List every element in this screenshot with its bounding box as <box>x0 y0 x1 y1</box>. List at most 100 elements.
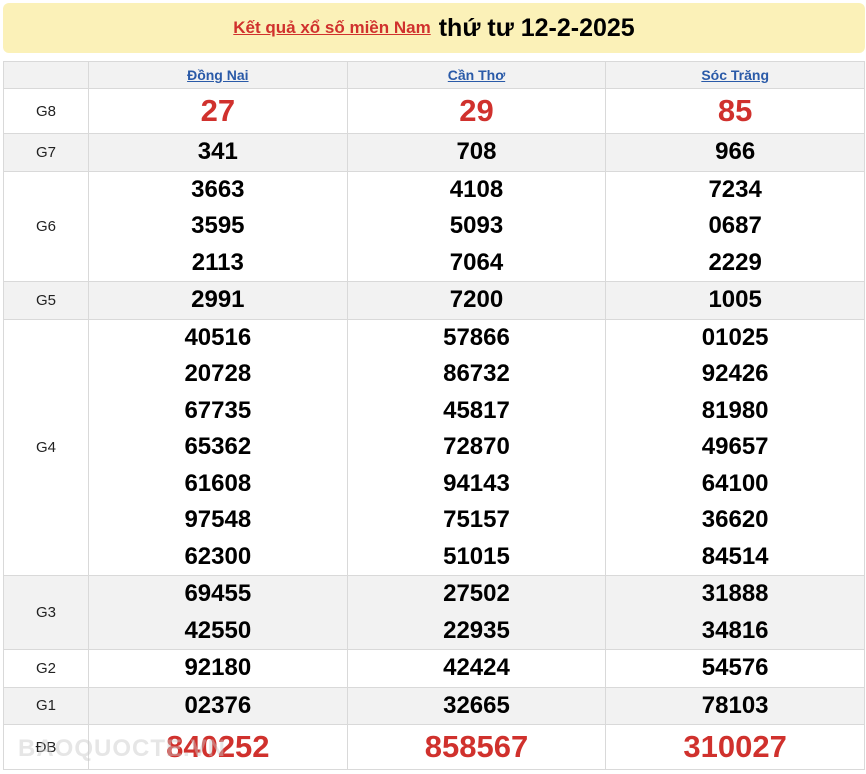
prize-cell: 92180 <box>88 649 348 688</box>
prize-row: G7 341 708 966 <box>3 133 865 172</box>
prize-label: G3 <box>3 575 89 650</box>
prize-number: 840252 <box>166 729 270 764</box>
prize-number: 31888 <box>701 580 769 607</box>
title-bar: Kết quả xổ số miền Nam thứ tư 12-2-2025 <box>3 3 865 53</box>
prize-number: 2991 <box>191 286 245 313</box>
draw-date: thứ tư 12-2-2025 <box>438 13 635 42</box>
prize-row: G4 40516 20728 67735 65362 61608 97548 62300 578… <box>3 318 865 576</box>
prize-cell: 42424 <box>346 649 607 688</box>
prize-number: 42424 <box>443 654 510 681</box>
prize-label: G4 <box>3 318 89 576</box>
prize-cell: 32665 <box>346 686 607 725</box>
prize-number: 7200 <box>449 286 504 313</box>
prize-label: G5 <box>3 281 89 320</box>
prize-label: ĐB <box>3 724 89 770</box>
prize-number: 57866 <box>443 323 510 351</box>
province-link[interactable]: Sóc Trăng <box>701 67 769 83</box>
prize-cell: 1005 <box>605 281 865 320</box>
prize-number: 708 <box>456 138 497 165</box>
prize-number: 858567 <box>424 729 529 764</box>
prize-number: 2229 <box>708 248 762 276</box>
prize-number: 97548 <box>184 506 252 533</box>
prize-number: 69455 <box>184 580 252 607</box>
prize-cell: 341 <box>88 133 348 172</box>
prize-cell: 85 <box>605 88 865 134</box>
prize-row: G2 92180 42424 54576 <box>3 649 865 688</box>
prize-number: 42550 <box>184 616 252 644</box>
prize-cell: 7234 0687 2229 <box>605 170 865 282</box>
prize-number: 85 <box>717 93 753 128</box>
prize-cell: 2991 <box>88 281 348 320</box>
corner-cell <box>3 61 89 89</box>
prize-cell: 4108 5093 7064 <box>346 170 607 282</box>
prize-row: G1 02376 32665 78103 <box>3 686 865 725</box>
prize-number: 67735 <box>184 396 252 424</box>
prize-cell: 01025 92426 81980 49657 64100 36620 84514 <box>605 318 865 576</box>
prize-number: 49657 <box>701 433 769 460</box>
province-link[interactable]: Cần Thơ <box>447 67 506 83</box>
prize-label: G1 <box>3 686 89 725</box>
province-link[interactable]: Đồng Nai <box>187 67 249 83</box>
province-header: Đồng Nai <box>88 61 348 89</box>
prize-number: 36620 <box>701 506 769 533</box>
prize-number: 65362 <box>184 433 252 460</box>
prize-number: 45817 <box>443 396 510 424</box>
prize-cell: 02376 <box>88 686 348 725</box>
prize-label: G8 <box>3 88 89 134</box>
prize-number: 341 <box>197 138 238 165</box>
prize-label: G6 <box>3 170 89 282</box>
prize-number: 92180 <box>184 654 252 681</box>
prize-cell: 7200 <box>346 281 607 320</box>
prize-row: G3 69455 42550 27502 22935 31888 34816 <box>3 575 865 650</box>
prize-cell: 3663 3595 2113 <box>88 170 348 282</box>
prize-cell: 27502 22935 <box>346 575 607 650</box>
prize-number: 84514 <box>701 542 769 570</box>
prize-number: 34816 <box>701 616 769 644</box>
results-link[interactable]: Kết quả xổ số miền Nam <box>233 18 431 37</box>
prize-number: 72870 <box>443 433 510 460</box>
prize-row: ĐB 840252 858567 310027 <box>3 724 865 770</box>
prize-label: G2 <box>3 649 89 688</box>
prize-number: 22935 <box>443 616 510 644</box>
prize-number: 310027 <box>683 729 787 764</box>
prize-number: 2113 <box>191 248 244 276</box>
prize-number: 5093 <box>449 212 504 239</box>
province-header: Sóc Trăng <box>605 61 865 89</box>
prize-number: 7064 <box>449 248 504 276</box>
prize-number: 02376 <box>184 691 252 719</box>
prize-number: 0687 <box>708 212 762 239</box>
prize-number: 29 <box>459 93 494 128</box>
prize-cell: 840252 <box>88 724 348 770</box>
prize-number: 92426 <box>701 360 769 387</box>
prize-cell: 310027 <box>605 724 865 770</box>
prize-number: 78103 <box>701 691 769 719</box>
prize-number: 1005 <box>708 286 762 313</box>
province-header: Cần Thơ <box>346 61 607 89</box>
prize-cell: 31888 34816 <box>605 575 865 650</box>
results-table: Đồng Nai Cần Thơ Sóc Trăng G8 27 29 85 G7 341… <box>3 61 865 770</box>
prize-number: 3595 <box>191 212 245 239</box>
prize-number: 4108 <box>449 175 504 203</box>
prize-cell: 78103 <box>605 686 865 725</box>
prize-number: 64100 <box>701 469 769 497</box>
prize-number: 86732 <box>443 360 510 387</box>
prize-number: 61608 <box>184 469 252 497</box>
prize-cell: 69455 42550 <box>88 575 348 650</box>
prize-cell: 27 <box>88 88 348 134</box>
prize-number: 32665 <box>443 691 510 719</box>
prize-number: 27 <box>200 93 236 128</box>
prize-number: 62300 <box>184 542 252 570</box>
prize-number: 20728 <box>184 360 252 387</box>
prize-number: 81980 <box>701 396 769 424</box>
prize-number: 966 <box>715 138 756 165</box>
prize-label: G7 <box>3 133 89 172</box>
prize-number: 01025 <box>701 323 769 351</box>
prize-number: 51015 <box>443 542 510 570</box>
prize-cell: 708 <box>346 133 607 172</box>
prize-number: 7234 <box>708 175 762 203</box>
prize-number: 3663 <box>191 175 245 203</box>
prize-number: 94143 <box>443 469 510 497</box>
prize-cell: 40516 20728 67735 65362 61608 97548 62300 <box>88 318 348 576</box>
header-row: Đồng Nai Cần Thơ Sóc Trăng <box>3 61 865 89</box>
prize-row: G8 27 29 85 <box>3 88 865 134</box>
